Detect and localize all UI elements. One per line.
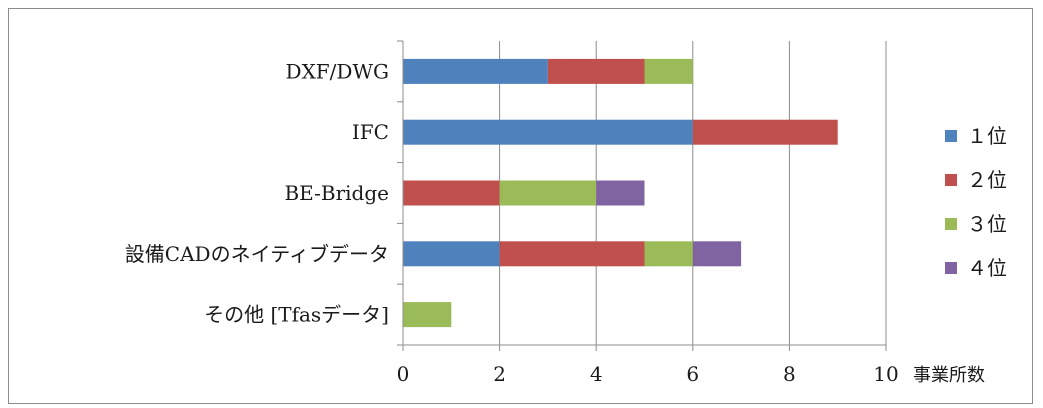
x-tick-label-0: 0 bbox=[397, 362, 410, 386]
category-label-2: BE-Bridge bbox=[284, 181, 389, 205]
bar-2-series-3 bbox=[596, 180, 645, 206]
x-tick-label-4: 8 bbox=[783, 362, 796, 386]
x-tick-label-3: 6 bbox=[686, 362, 699, 386]
x-tick-label-2: 4 bbox=[590, 362, 603, 386]
legend-label-1: ２位 bbox=[967, 168, 1007, 192]
legend-swatch-3 bbox=[945, 262, 957, 274]
bar-0-series-2 bbox=[644, 58, 693, 84]
legend-label-2: ３位 bbox=[967, 212, 1007, 236]
x-tick-label-1: 2 bbox=[493, 362, 506, 386]
bar-1-series-0 bbox=[403, 119, 693, 145]
x-axis-title: 事業所数 bbox=[913, 365, 985, 386]
bar-3-series-0 bbox=[403, 241, 500, 267]
category-label-3: 設備CADのネイティブデータ bbox=[125, 242, 389, 266]
bar-0-series-1 bbox=[547, 58, 645, 84]
legend-swatch-0 bbox=[945, 130, 957, 142]
category-label-1: IFC bbox=[352, 120, 389, 144]
legend-label-0: １位 bbox=[967, 124, 1007, 148]
x-tick-label-5: 10 bbox=[873, 362, 898, 386]
bar-2-series-1 bbox=[403, 180, 500, 206]
category-label-0: DXF/DWG bbox=[286, 59, 389, 83]
legend-swatch-1 bbox=[945, 174, 957, 186]
bar-3-series-2 bbox=[644, 241, 693, 267]
category-label-4: その他 [Tfasデータ] bbox=[204, 303, 389, 327]
legend-label-3: ４位 bbox=[967, 256, 1007, 280]
legend-swatch-2 bbox=[945, 218, 957, 230]
bar-1-series-1 bbox=[692, 119, 838, 145]
bar-2-series-2 bbox=[499, 180, 597, 206]
bar-3-series-1 bbox=[499, 241, 645, 267]
chart-frame: DXF/DWG IFC BE-Bridge 設備CADのネイティブデータその他 [Tf… bbox=[8, 8, 1033, 404]
bar-3-series-3 bbox=[692, 241, 742, 267]
bar-0-series-0 bbox=[403, 58, 548, 84]
bar-4-series-2 bbox=[403, 302, 452, 328]
